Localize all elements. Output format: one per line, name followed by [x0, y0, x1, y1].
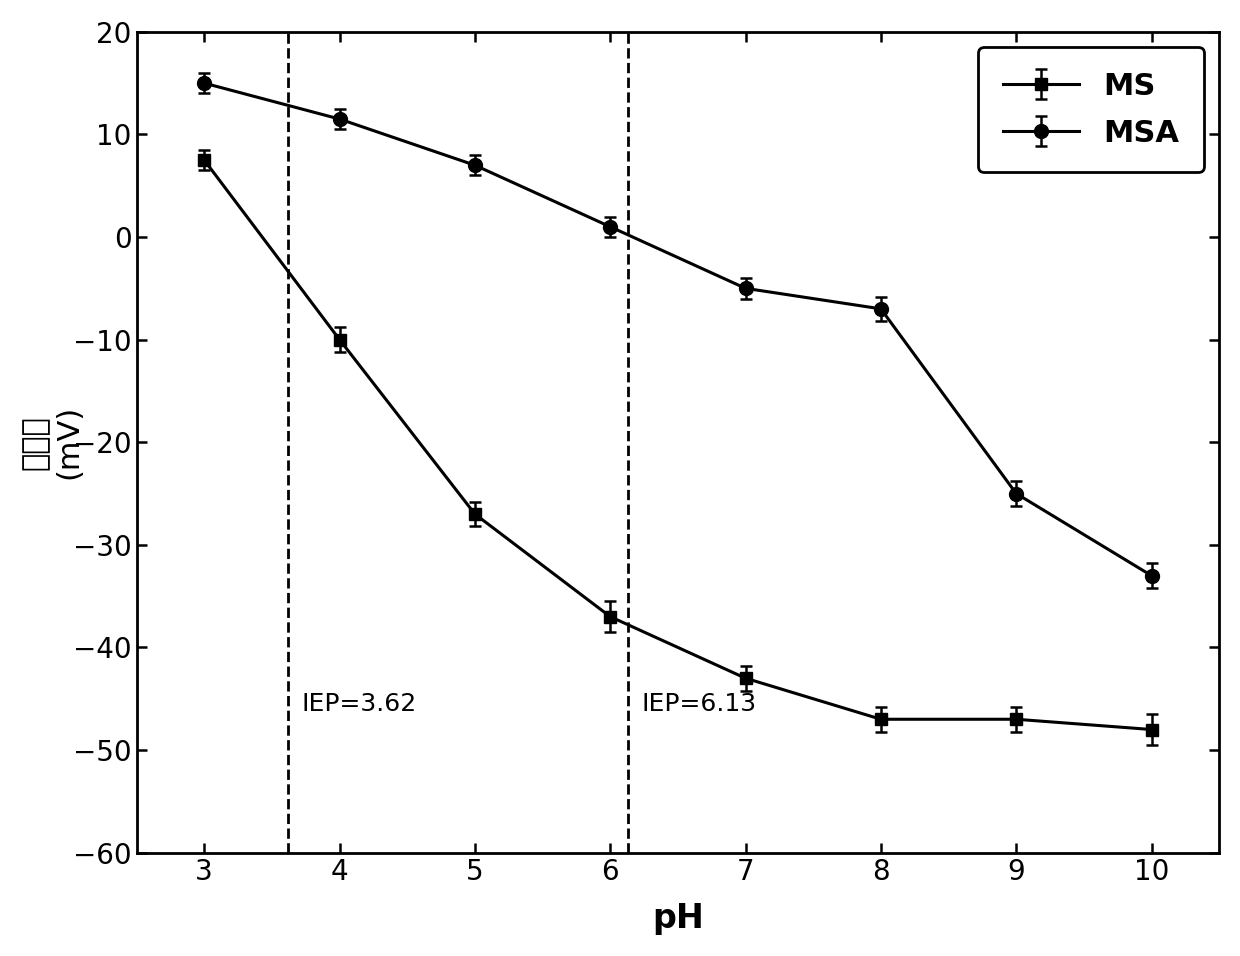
X-axis label: pH: pH — [652, 902, 704, 935]
Text: IEP=3.62: IEP=3.62 — [301, 692, 417, 716]
Y-axis label: 等电点
(mV): 等电点 (mV) — [21, 405, 83, 479]
Legend: MS, MSA: MS, MSA — [978, 47, 1204, 172]
Text: IEP=6.13: IEP=6.13 — [641, 692, 756, 716]
